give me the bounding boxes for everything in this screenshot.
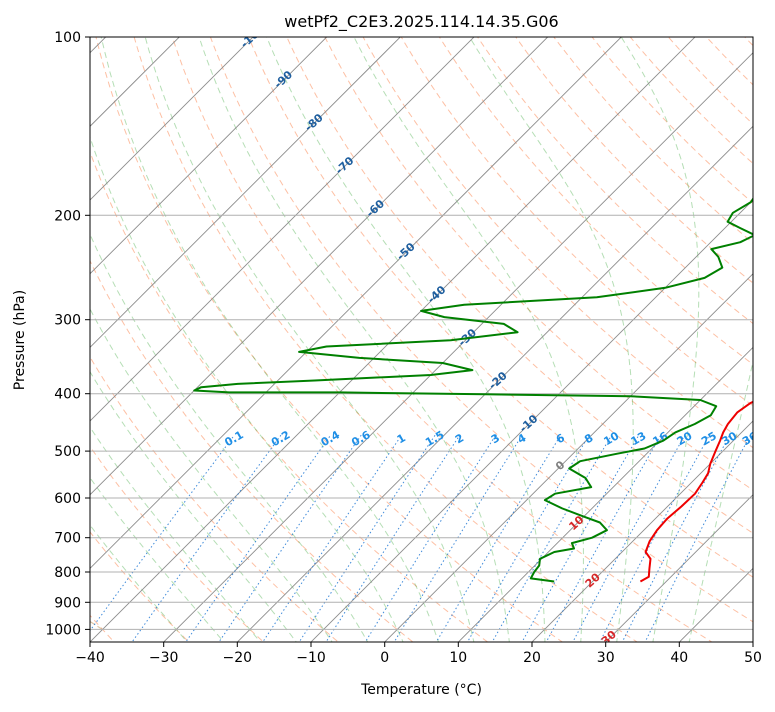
moist-adiabat xyxy=(0,37,270,654)
mixing-ratio-line xyxy=(387,435,522,654)
isotherm-label: 40 xyxy=(615,685,635,705)
mixing-ratio-line xyxy=(567,435,685,654)
y-tick-label: 900 xyxy=(54,595,81,611)
x-tick-label: 40 xyxy=(670,650,688,666)
isotherm-line xyxy=(594,24,775,654)
mixing-ratio-line xyxy=(124,435,281,654)
mixing-ratio-label: 3 xyxy=(489,431,502,446)
mixing-ratio-label: 6 xyxy=(554,431,567,446)
x-tick-label: −10 xyxy=(296,650,326,666)
series-layer xyxy=(194,37,775,582)
isotherm-line xyxy=(520,24,775,654)
moist-adiabat xyxy=(0,37,305,654)
dry-adiabat xyxy=(394,24,775,654)
dry-adiabat xyxy=(356,24,775,654)
mixing-ratio-line xyxy=(486,435,612,654)
x-tick-label: 50 xyxy=(744,650,762,666)
moist-adiabat xyxy=(5,37,340,654)
x-axis-label: Temperature (°C) xyxy=(360,682,482,698)
moist-adiabat xyxy=(470,37,634,654)
isotherm-line xyxy=(0,24,193,654)
y-tick-label: 700 xyxy=(54,531,81,547)
dry-adiabat xyxy=(695,24,775,654)
mixing-ratio-label: 0.4 xyxy=(319,428,343,449)
mixing-ratio-line xyxy=(255,435,402,654)
dry-adiabat xyxy=(544,24,775,654)
y-tick-label: 200 xyxy=(54,208,81,224)
isotherm-line xyxy=(0,24,414,654)
moist-adiabat xyxy=(687,37,775,654)
grid-labels-layer: -100-90-80-70-60-50-40-30-20-10010203040… xyxy=(222,22,760,705)
isotherm-line xyxy=(667,24,775,654)
x-tick-label: 30 xyxy=(597,650,615,666)
mixing-ratio-label: 10 xyxy=(601,429,621,448)
mixing-ratio-line xyxy=(594,435,710,654)
background-grid-layer xyxy=(0,24,775,654)
y-tick-label: 400 xyxy=(54,387,81,403)
mixing-ratio-line xyxy=(178,435,331,654)
isotherm-line xyxy=(0,24,340,654)
dry-adiabat xyxy=(619,24,775,654)
x-tick-label: −20 xyxy=(223,650,253,666)
moist-adiabat xyxy=(0,37,234,654)
y-tick-label: 300 xyxy=(54,313,81,329)
dry-adiabat xyxy=(431,24,775,654)
isotherm-line xyxy=(0,24,561,654)
temperature-profile-line xyxy=(640,37,775,582)
x-tick-label: −40 xyxy=(75,650,105,666)
chart-title: wetPf2_C2E3.2025.114.14.35.G06 xyxy=(284,12,558,32)
mixing-ratio-label: 1.5 xyxy=(423,428,446,449)
moist-adiabat xyxy=(33,37,374,654)
dry-adiabat xyxy=(507,24,775,654)
x-tick-label: 10 xyxy=(449,650,467,666)
dry-adiabat xyxy=(732,24,775,654)
isotherm-line xyxy=(0,24,487,654)
isotherm-line xyxy=(741,24,775,654)
dry-adiabat xyxy=(582,24,775,654)
dry-adiabat xyxy=(168,24,731,654)
x-tick-label: 20 xyxy=(523,650,541,666)
dry-adiabat xyxy=(55,24,504,654)
isotherm-line xyxy=(299,24,775,654)
y-axis-label: Pressure (hPa) xyxy=(12,290,28,390)
mixing-ratio-line xyxy=(516,435,639,654)
y-tick-label: 500 xyxy=(54,444,81,460)
mixing-ratio-label: 25 xyxy=(699,429,719,448)
dry-adiabat xyxy=(281,24,775,654)
dry-adiabat xyxy=(319,24,775,654)
dry-adiabat xyxy=(206,24,775,654)
y-tick-label: 600 xyxy=(54,491,81,507)
dry-adiabat xyxy=(657,24,775,654)
mixing-ratio-line xyxy=(617,435,730,654)
moist-adiabat xyxy=(354,37,583,654)
x-tick-label: −30 xyxy=(149,650,179,666)
mixing-ratio-label: 36 xyxy=(740,429,760,448)
mixing-ratio-label: 0.1 xyxy=(222,428,245,449)
dry-adiabat xyxy=(0,24,201,654)
y-tick-label: 100 xyxy=(54,30,81,46)
mixing-ratio-label: 1 xyxy=(395,431,408,446)
moist-adiabat xyxy=(0,37,198,654)
mixing-ratio-line xyxy=(430,435,561,654)
mixing-ratio-label: 13 xyxy=(629,429,649,448)
mixing-ratio-line xyxy=(358,435,496,654)
dry-adiabat xyxy=(0,24,352,654)
mixing-ratio-line xyxy=(73,435,234,654)
y-tick-label: 800 xyxy=(54,565,81,581)
mixing-ratio-label: 0.6 xyxy=(349,428,373,449)
dry-adiabat xyxy=(0,24,277,654)
mixing-ratio-label: 0.2 xyxy=(269,428,292,449)
x-tick-label: 0 xyxy=(380,650,389,666)
isotherm-line xyxy=(373,24,775,654)
dry-adiabat xyxy=(18,24,429,654)
isotherm-label: 30 xyxy=(599,628,619,648)
y-tick-label: 1000 xyxy=(45,622,81,638)
mixing-ratio-label: 2 xyxy=(453,431,466,446)
mixing-ratio-line xyxy=(639,435,750,654)
dry-adiabat xyxy=(770,24,775,654)
